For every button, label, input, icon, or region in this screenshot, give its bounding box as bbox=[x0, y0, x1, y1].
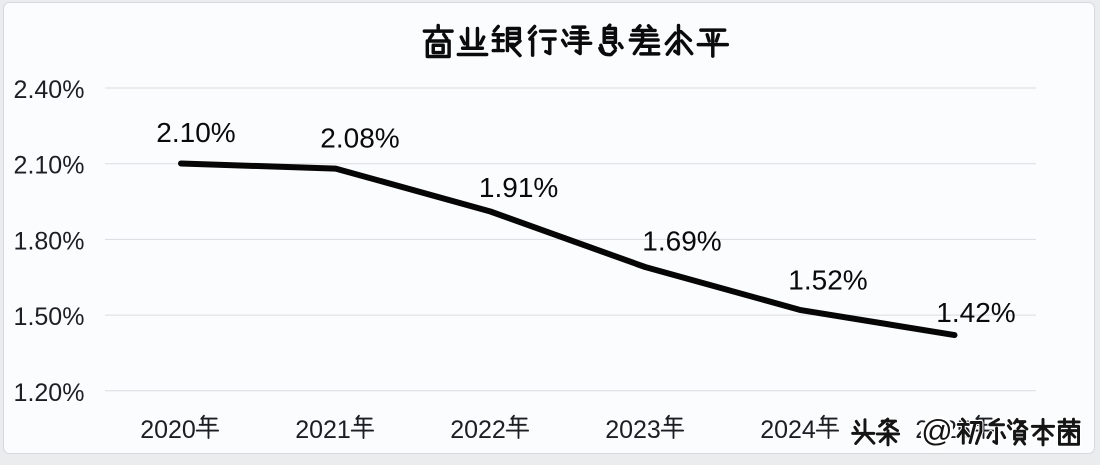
svg-text:2024: 2024 bbox=[760, 416, 816, 444]
svg-text:1.69%: 1.69% bbox=[642, 226, 721, 257]
svg-text:@: @ bbox=[921, 413, 952, 448]
svg-text:1.52%: 1.52% bbox=[788, 265, 867, 296]
svg-text:2.08%: 2.08% bbox=[320, 123, 399, 154]
svg-text:1.91%: 1.91% bbox=[479, 172, 558, 203]
svg-text:1.50%: 1.50% bbox=[14, 303, 85, 331]
svg-text:2023: 2023 bbox=[605, 416, 661, 444]
svg-text:1.20%: 1.20% bbox=[14, 379, 85, 407]
svg-text:2.10%: 2.10% bbox=[14, 152, 85, 180]
svg-text:1.80%: 1.80% bbox=[14, 227, 85, 255]
svg-text:@: @ bbox=[921, 413, 952, 448]
svg-text:2022: 2022 bbox=[450, 416, 506, 444]
svg-text:2020: 2020 bbox=[140, 416, 196, 444]
svg-text:2.10%: 2.10% bbox=[156, 117, 235, 148]
svg-text:2021: 2021 bbox=[295, 416, 351, 444]
svg-text:2.40%: 2.40% bbox=[14, 76, 85, 104]
svg-text:1.42%: 1.42% bbox=[936, 297, 1015, 328]
